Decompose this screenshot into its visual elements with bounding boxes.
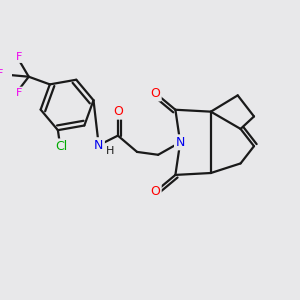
Text: O: O bbox=[113, 105, 123, 118]
Text: O: O bbox=[150, 185, 160, 198]
Text: N: N bbox=[94, 139, 104, 152]
Text: F: F bbox=[0, 69, 3, 79]
Text: F: F bbox=[16, 52, 22, 61]
Text: Cl: Cl bbox=[56, 140, 68, 153]
Text: N: N bbox=[176, 136, 185, 149]
Text: F: F bbox=[16, 88, 22, 98]
Text: O: O bbox=[150, 87, 160, 100]
Text: H: H bbox=[106, 146, 114, 156]
